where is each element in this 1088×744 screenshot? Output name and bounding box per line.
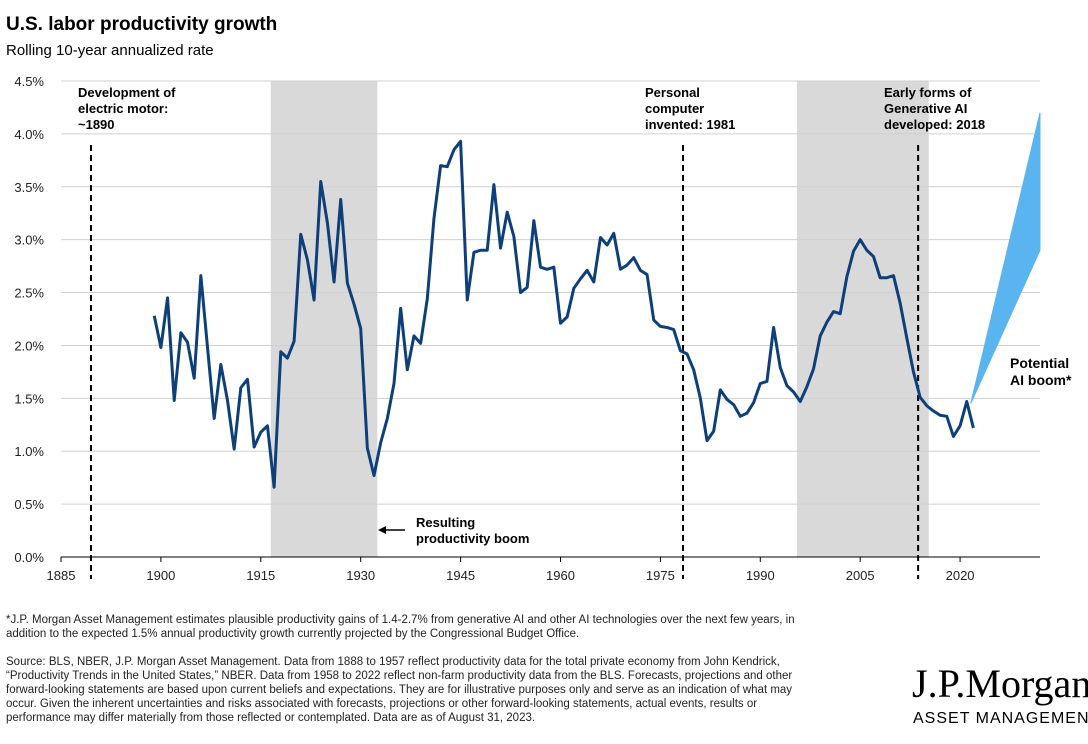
annotation: productivity boom <box>416 531 529 546</box>
source: Source: BLS, NBER, J.P. Morgan Asset Man… <box>6 656 780 668</box>
source: “Productivity Trends in the United State… <box>6 670 792 682</box>
x-tick-label: 1930 <box>346 568 375 583</box>
event-label: Generative AI <box>884 101 967 116</box>
x-tick-label: 1990 <box>746 568 775 583</box>
logo: J.P.Morgan <box>912 661 1088 706</box>
forecast-label: AI boom* <box>1010 372 1072 388</box>
source: forward-looking statements are based upo… <box>6 684 792 696</box>
y-tick-label: 0.0% <box>14 550 44 565</box>
event-label: Early forms of <box>884 85 972 100</box>
x-tick-label: 1885 <box>47 568 76 583</box>
y-tick-label: 4.5% <box>14 74 44 89</box>
forecast-area <box>970 112 1041 404</box>
x-tick-label: 2020 <box>946 568 975 583</box>
x-tick-label: 2005 <box>846 568 875 583</box>
y-tick-label: 0.5% <box>14 497 44 512</box>
y-tick-label: 2.0% <box>14 338 44 353</box>
logo-tagline: ASSET MANAGEMENT <box>913 710 1088 727</box>
chart-title: U.S. labor productivity growth <box>6 14 277 35</box>
x-tick-label: 1900 <box>146 568 175 583</box>
event-label: invented: 1981 <box>645 117 735 132</box>
chart-subtitle: Rolling 10-year annualized rate <box>6 42 214 59</box>
event-label: ~1890 <box>78 117 115 132</box>
annotation: Resulting <box>416 515 475 530</box>
x-tick-label: 1915 <box>246 568 275 583</box>
x-tick-label: 1960 <box>546 568 575 583</box>
y-tick-label: 4.0% <box>14 127 44 142</box>
series-line <box>152 139 975 489</box>
event-label: developed: 2018 <box>884 117 985 132</box>
x-tick-label: 1975 <box>646 568 675 583</box>
shaded-period <box>796 81 929 557</box>
event-label: Development of <box>78 85 176 100</box>
shaded-period <box>270 81 378 557</box>
source: occur. Given the inherent uncertainties … <box>6 698 757 710</box>
y-tick-label: 2.5% <box>14 286 44 301</box>
event-label: electric motor: <box>78 101 168 116</box>
y-tick-label: 3.5% <box>14 180 44 195</box>
y-tick-label: 1.0% <box>14 444 44 459</box>
event-label: Personal <box>645 85 700 100</box>
footnote: addition to the expected 1.5% annual pro… <box>6 628 579 640</box>
source: performance may differ materially from t… <box>6 712 535 724</box>
arrow-head <box>378 526 386 534</box>
event-label: computer <box>645 101 704 116</box>
y-tick-label: 1.5% <box>14 391 44 406</box>
footnote: *J.P. Morgan Asset Management estimates … <box>6 614 795 626</box>
forecast-label: Potential <box>1010 355 1069 371</box>
x-tick-label: 1945 <box>446 568 475 583</box>
y-tick-label: 3.0% <box>14 233 44 248</box>
